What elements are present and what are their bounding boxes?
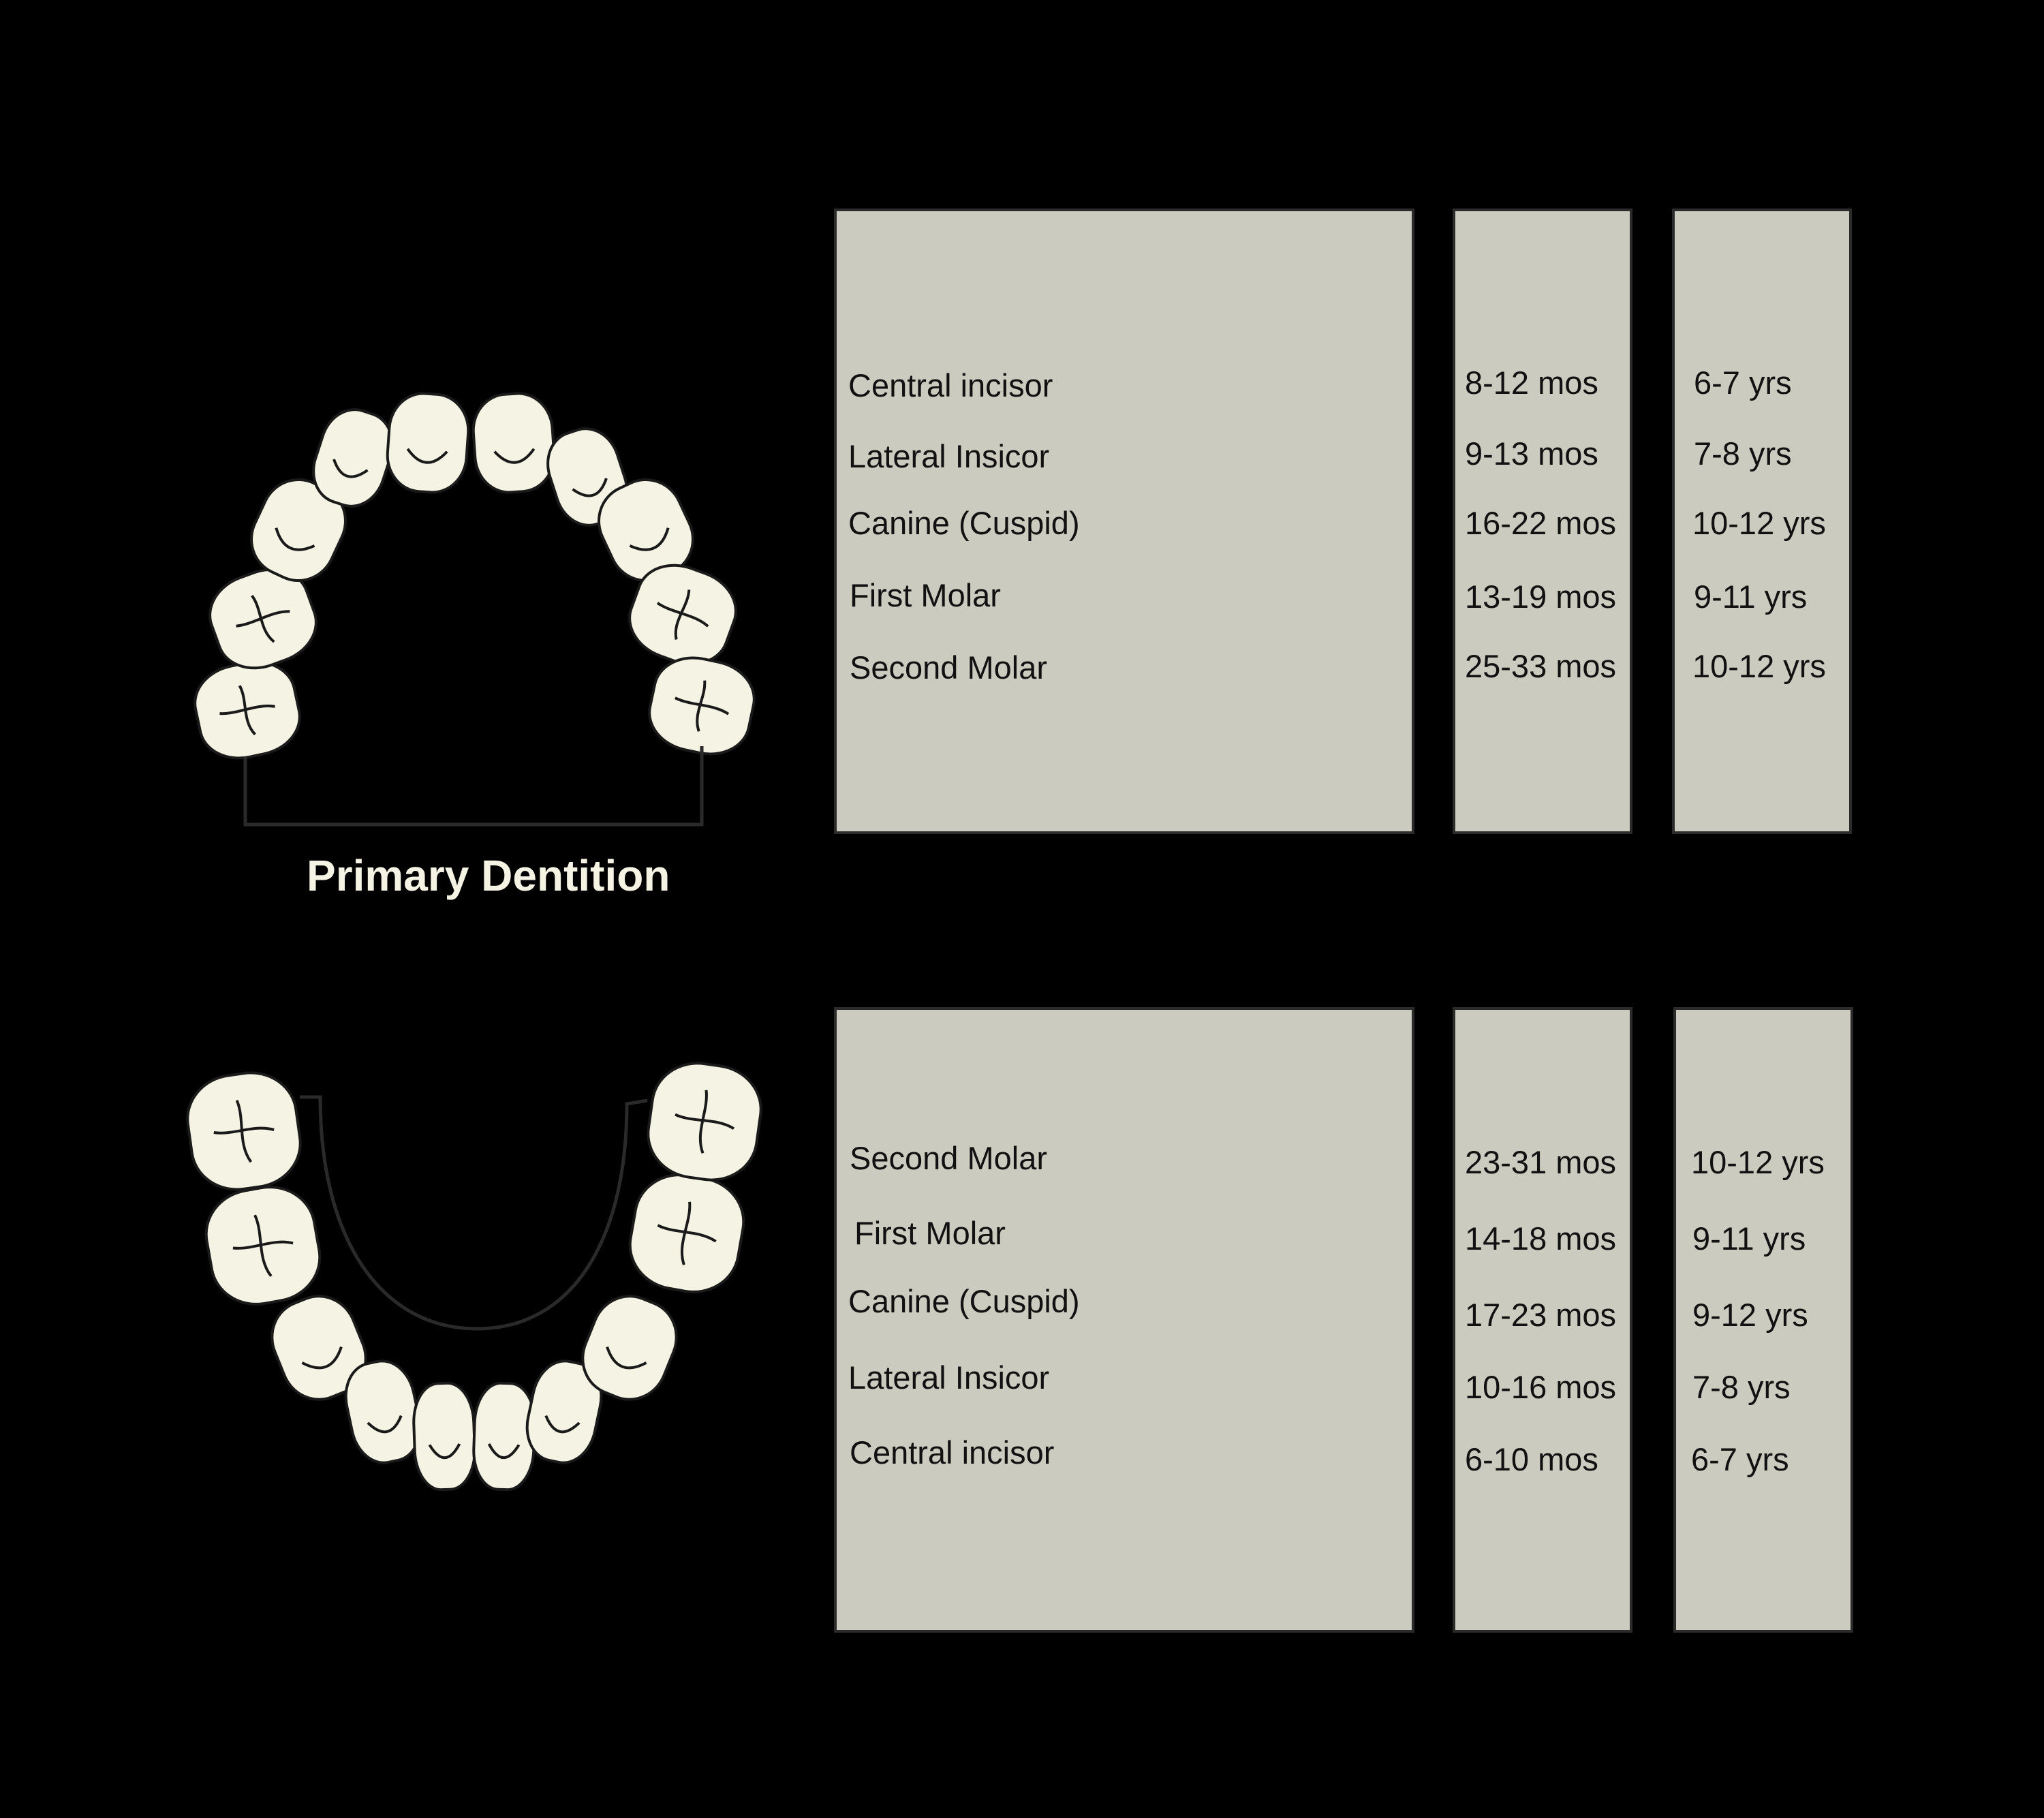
- lower-eruption-age: 10-16 mos: [1465, 1369, 1617, 1405]
- lower-eruption-age: 6-10 mos: [1465, 1441, 1598, 1477]
- lower-tooth-name: Canine (Cuspid): [848, 1283, 1080, 1319]
- upper-shed-age: 6-7 yrs: [1694, 365, 1792, 401]
- upper-arch-gum-line: [243, 746, 704, 827]
- lower-tooth-name: Second Molar: [850, 1140, 1047, 1176]
- lower-tooth-name: Central incisor: [850, 1434, 1055, 1470]
- lower-eruption-age: 14-18 mos: [1465, 1220, 1617, 1257]
- lower-shed-panel: [1673, 1007, 1853, 1633]
- upper-tooth-panel: [834, 209, 1414, 834]
- lower-central-incisor-right: [412, 1381, 476, 1492]
- upper-eruption-age: 9-13 mos: [1465, 435, 1598, 472]
- upper-eruption-panel: [1453, 209, 1632, 834]
- upper-arch: [193, 392, 756, 760]
- upper-central-incisor-left: [471, 392, 556, 494]
- lower-eruption-age: 23-31 mos: [1465, 1144, 1617, 1180]
- lower-shed-age: 10-12 yrs: [1691, 1144, 1825, 1180]
- lower-tooth-name: First Molar: [854, 1215, 1006, 1251]
- upper-second-molar-left: [648, 656, 756, 756]
- upper-first-molar-right: [208, 568, 318, 670]
- lower-eruption-panel: [1453, 1007, 1632, 1633]
- upper-shed-panel: [1672, 209, 1852, 834]
- lower-canine-right: [270, 1295, 367, 1401]
- lower-arch-gum-line: [300, 1095, 648, 1331]
- lower-arch: [186, 1062, 762, 1492]
- upper-central-incisor-right: [386, 392, 470, 494]
- lower-shed-age: 6-7 yrs: [1691, 1441, 1789, 1477]
- lower-shed-age: 9-11 yrs: [1692, 1220, 1806, 1257]
- lower-lateral-incisor-left: [525, 1359, 603, 1464]
- upper-lateral-incisor-right: [312, 408, 394, 508]
- lower-lateral-incisor-right: [344, 1359, 422, 1464]
- upper-second-molar-right: [193, 660, 301, 760]
- dental-arch-illustration: [186, 392, 762, 1492]
- upper-shed-age: 9-11 yrs: [1694, 579, 1808, 615]
- upper-canine-right: [250, 478, 347, 583]
- upper-tooth-name: First Molar: [850, 577, 1001, 613]
- lower-second-molar-left: [647, 1062, 762, 1182]
- lower-shed-age: 7-8 yrs: [1692, 1369, 1791, 1405]
- lower-second-molar-right: [186, 1071, 302, 1191]
- lower-tooth-panel: [834, 1007, 1414, 1633]
- upper-tooth-name: Central incisor: [848, 367, 1053, 403]
- lower-first-molar-left: [628, 1173, 745, 1293]
- upper-tooth-name: Second Molar: [850, 649, 1047, 685]
- upper-tooth-name: Lateral Insicor: [848, 438, 1050, 474]
- lower-tooth-name: Lateral Insicor: [848, 1359, 1050, 1396]
- lower-shed-age: 9-12 yrs: [1692, 1297, 1808, 1333]
- upper-shed-age: 7-8 yrs: [1694, 435, 1792, 472]
- diagram-title: Primary Dentition: [307, 851, 670, 900]
- upper-tooth-name: Canine (Cuspid): [848, 505, 1080, 541]
- upper-eruption-age: 13-19 mos: [1465, 579, 1617, 615]
- upper-first-molar-left: [628, 564, 737, 666]
- upper-eruption-age: 16-22 mos: [1465, 505, 1617, 541]
- lower-canine-left: [581, 1295, 678, 1401]
- lower-first-molar-right: [204, 1186, 322, 1306]
- upper-eruption-age: 8-12 mos: [1465, 365, 1598, 401]
- lower-eruption-age: 17-23 mos: [1465, 1297, 1617, 1333]
- upper-shed-age: 10-12 yrs: [1692, 648, 1826, 684]
- lower-central-incisor-left: [472, 1381, 536, 1492]
- upper-shed-age: 10-12 yrs: [1692, 505, 1826, 541]
- upper-eruption-age: 25-33 mos: [1465, 648, 1617, 684]
